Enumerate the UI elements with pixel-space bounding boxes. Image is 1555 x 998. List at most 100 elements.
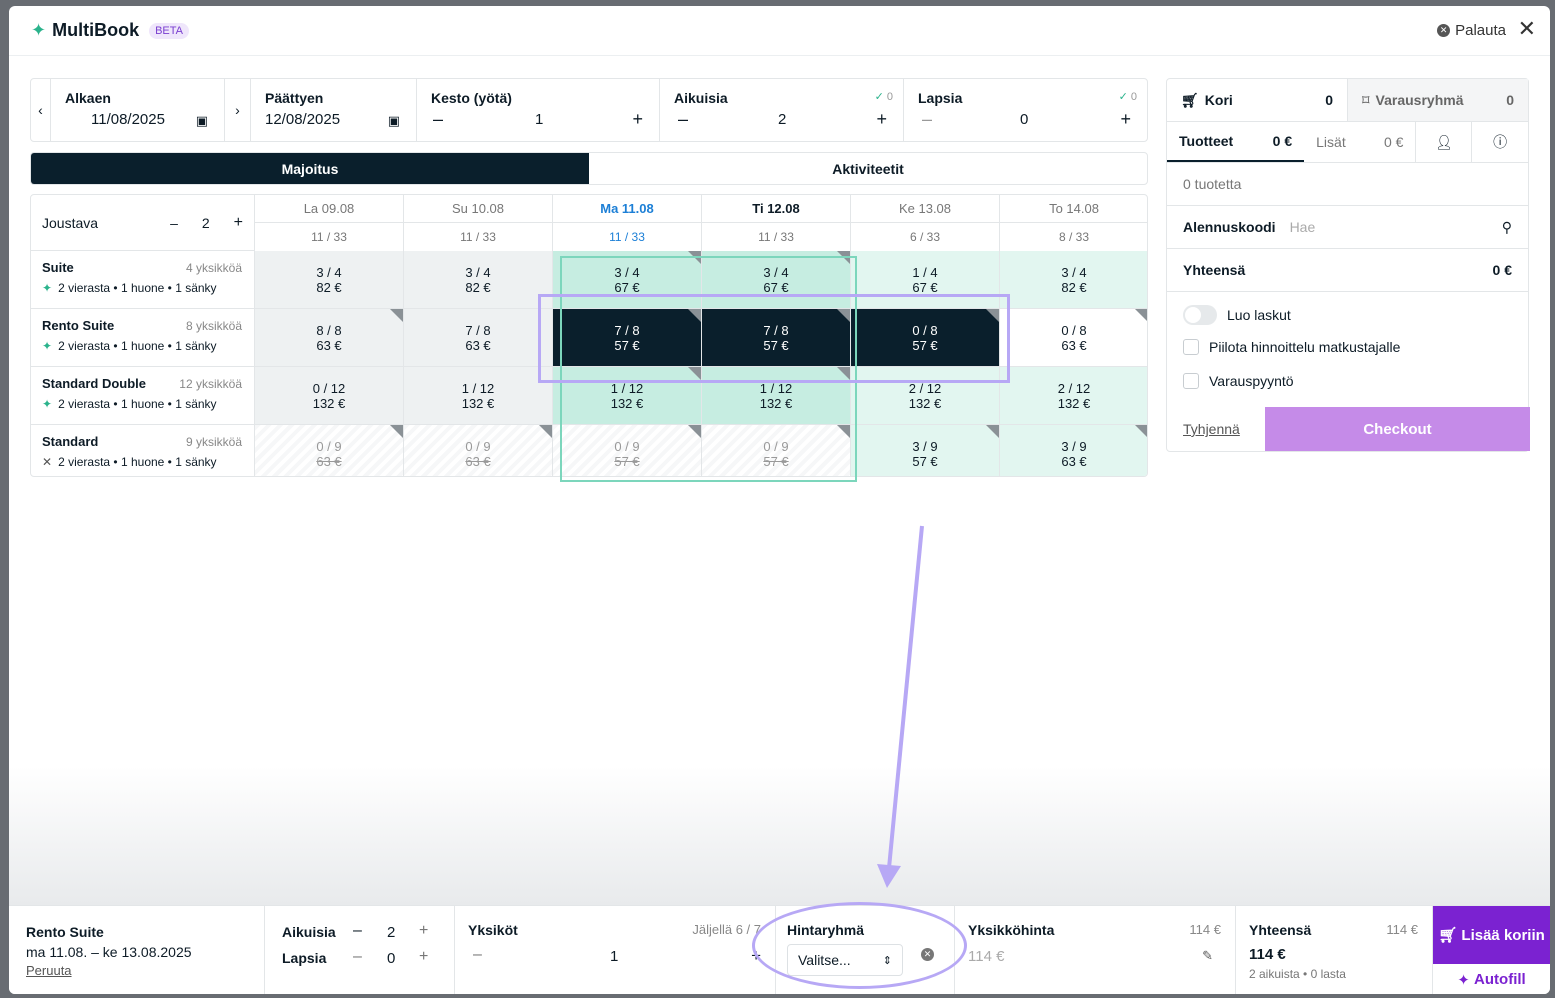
availability-cell[interactable]: 8 / 8 63 € bbox=[254, 309, 403, 366]
plus-icon[interactable]: + bbox=[1120, 109, 1131, 129]
next-date-button[interactable]: › bbox=[225, 79, 251, 141]
availability-price: 132 € bbox=[461, 395, 495, 411]
beta-badge: BETA bbox=[149, 22, 190, 39]
close-circle-icon: ✕ bbox=[1437, 24, 1451, 37]
availability-cell[interactable]: 3 / 9 63 € bbox=[999, 425, 1147, 476]
availability-cell[interactable]: 3 / 4 67 € bbox=[552, 251, 701, 308]
date-column-header[interactable]: Su 10.08 11 / 33 bbox=[403, 195, 552, 251]
start-label: Alkaen bbox=[65, 90, 111, 106]
line-total-reference: 114 € bbox=[1386, 922, 1418, 937]
minus-icon[interactable]: – bbox=[353, 948, 362, 965]
reset-button[interactable]: ✕ Palauta bbox=[1437, 22, 1506, 39]
calendar-icon[interactable]: ▣ bbox=[195, 113, 208, 128]
plus-icon[interactable]: + bbox=[233, 213, 243, 231]
availability-cell[interactable]: 0 / 9 57 € bbox=[701, 425, 850, 476]
cancel-link[interactable]: Peruuta bbox=[26, 963, 72, 978]
line-total-label: Yhteensä bbox=[1249, 922, 1312, 938]
modal-header: ✦ MultiBook BETA ✕ Palauta ✕ bbox=[9, 6, 1550, 56]
tab-reservation-group[interactable]: ⌑ Varausryhmä 0 bbox=[1347, 79, 1528, 121]
availability-price: 132 € bbox=[1057, 395, 1091, 411]
pencil-icon[interactable]: ✎ bbox=[1202, 948, 1213, 963]
date-column-header[interactable]: To 14.08 8 / 33 bbox=[999, 195, 1147, 251]
bookmark-icon: ⌑ bbox=[1362, 91, 1370, 108]
date-column-header[interactable]: La 09.08 11 / 33 bbox=[254, 195, 403, 251]
price-group-select[interactable]: Valitse... ⇕ bbox=[787, 944, 903, 976]
group-count: 0 bbox=[1506, 92, 1514, 108]
availability-cell[interactable]: 3 / 4 82 € bbox=[403, 251, 552, 308]
tab-products[interactable]: Tuotteet 0 € bbox=[1167, 122, 1305, 162]
availability-cell[interactable]: 2 / 12 132 € bbox=[999, 367, 1147, 424]
availability-cell[interactable]: 0 / 8 63 € bbox=[999, 309, 1147, 366]
date-column-header[interactable]: Ti 12.08 11 / 33 bbox=[701, 195, 850, 251]
discount-input[interactable]: Hae bbox=[1289, 219, 1316, 235]
availability-cell[interactable]: 1 / 12 132 € bbox=[552, 367, 701, 424]
minus-icon[interactable]: – bbox=[353, 922, 362, 939]
plus-icon[interactable]: + bbox=[632, 109, 643, 129]
add-to-cart-button[interactable]: 🛒︎ Lisää koriin bbox=[1433, 906, 1550, 964]
corner-marker bbox=[986, 309, 999, 322]
minus-icon[interactable]: – bbox=[170, 214, 178, 231]
search-icon[interactable]: ⚲ bbox=[1501, 218, 1512, 235]
person-icon[interactable]: 👤︎ bbox=[1416, 122, 1473, 162]
cart-count: 0 bbox=[1325, 92, 1333, 108]
info-icon[interactable]: ⓘ bbox=[1493, 134, 1508, 150]
minus-icon[interactable]: – bbox=[678, 109, 689, 129]
date-label: La 09.08 bbox=[255, 195, 403, 223]
availability-cell[interactable]: 3 / 4 82 € bbox=[254, 251, 403, 308]
plus-icon[interactable]: + bbox=[876, 109, 887, 129]
close-icon: ✕ bbox=[42, 455, 53, 469]
clear-circle-icon[interactable]: ✕ bbox=[921, 948, 934, 961]
availability-cell[interactable]: 7 / 8 57 € bbox=[552, 309, 701, 366]
calendar-icon[interactable]: ▣ bbox=[387, 113, 400, 128]
reservation-request-checkbox[interactable]: Varauspyyntö bbox=[1183, 373, 1294, 389]
availability-cell[interactable]: 0 / 8 57 € bbox=[850, 309, 999, 366]
availability-cell[interactable]: 7 / 8 57 € bbox=[701, 309, 850, 366]
availability-price: 63 € bbox=[316, 454, 342, 469]
room-label: Suite 4 yksikköä ✦ 2 vierasta • 1 huone • 1… bbox=[31, 251, 254, 308]
room-row: Standard 9 yksikköä ✕ 2 vierasta • 1 huone … bbox=[31, 425, 1147, 476]
availability-cell[interactable]: 1 / 12 132 € bbox=[701, 367, 850, 424]
tab-cart[interactable]: 🛒︎ Kori 0 bbox=[1181, 91, 1333, 109]
invoice-toggle[interactable]: Luo laskut bbox=[1183, 305, 1291, 325]
plus-icon[interactable]: + bbox=[419, 948, 429, 965]
tab-extras[interactable]: Lisät 0 € bbox=[1304, 122, 1417, 162]
clear-button[interactable]: Tyhjennä bbox=[1183, 421, 1240, 437]
close-icon[interactable]: ✕ bbox=[1517, 16, 1536, 41]
checkout-button[interactable]: Checkout bbox=[1265, 407, 1530, 451]
end-label: Päättyen bbox=[265, 90, 324, 106]
autofill-button[interactable]: ✦ Autofill bbox=[1457, 971, 1526, 989]
availability-count: 7 / 8 bbox=[614, 322, 640, 338]
minus-icon[interactable]: – bbox=[433, 109, 444, 129]
start-date-field[interactable]: Alkaen 11/08/2025 ▣ bbox=[51, 79, 225, 141]
availability-cell[interactable]: 1 / 12 132 € bbox=[403, 367, 552, 424]
availability-cell[interactable]: 0 / 9 63 € bbox=[254, 425, 403, 476]
minus-icon[interactable]: – bbox=[473, 946, 482, 963]
availability-price: 57 € bbox=[614, 454, 640, 469]
date-column-header[interactable]: Ma 11.08 11 / 33 bbox=[552, 195, 701, 251]
minus-icon[interactable]: – bbox=[922, 109, 933, 129]
hide-pricing-checkbox[interactable]: Piilota hinnoittelu matkustajalle bbox=[1183, 339, 1400, 355]
room-name: Rento Suite bbox=[42, 318, 115, 333]
prev-date-button[interactable]: ‹ bbox=[31, 79, 51, 141]
availability-cell[interactable]: 3 / 9 57 € bbox=[850, 425, 999, 476]
search-filters: ‹ Alkaen 11/08/2025 ▣ › Päättyen 12/08/2… bbox=[30, 78, 1148, 142]
room-name: Standard bbox=[42, 434, 99, 449]
availability-cell[interactable]: 0 / 9 57 € bbox=[552, 425, 701, 476]
availability-cell[interactable]: 0 / 9 63 € bbox=[403, 425, 552, 476]
toggle-switch[interactable] bbox=[1183, 305, 1217, 325]
availability-cell[interactable]: 0 / 12 132 € bbox=[254, 367, 403, 424]
availability-cell[interactable]: 3 / 4 82 € bbox=[999, 251, 1147, 308]
availability-cell[interactable]: 2 / 12 132 € bbox=[850, 367, 999, 424]
availability-cell[interactable]: 1 / 4 67 € bbox=[850, 251, 999, 308]
date-column-header[interactable]: Ke 13.08 6 / 33 bbox=[850, 195, 999, 251]
end-date-field[interactable]: Päättyen 12/08/2025 ▣ bbox=[251, 79, 417, 141]
plus-icon[interactable]: + bbox=[419, 922, 429, 939]
tab-majoitus[interactable]: Majoitus bbox=[31, 153, 589, 184]
plus-icon[interactable]: + bbox=[751, 946, 761, 965]
availability-price: 67 € bbox=[763, 279, 789, 295]
availability-cell[interactable]: 7 / 8 63 € bbox=[403, 309, 552, 366]
tab-aktiviteetit[interactable]: Aktiviteetit bbox=[832, 160, 904, 177]
availability-count: 3 / 4 bbox=[316, 264, 342, 280]
availability-cell[interactable]: 3 / 4 67 € bbox=[701, 251, 850, 308]
unit-price-input[interactable]: 114 € bbox=[968, 948, 1005, 965]
